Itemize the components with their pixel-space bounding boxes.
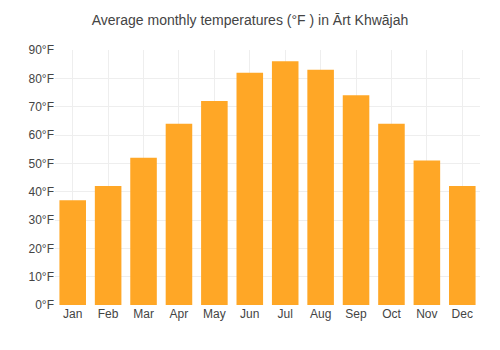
svg-text:Jul: Jul [278,307,293,321]
svg-text:Nov: Nov [416,307,437,321]
svg-text:Dec: Dec [452,307,473,321]
svg-text:Apr: Apr [170,307,189,321]
svg-text:90°F: 90°F [29,43,54,57]
svg-text:Jan: Jan [63,307,82,321]
svg-text:50°F: 50°F [29,157,54,171]
svg-text:80°F: 80°F [29,72,54,86]
svg-text:70°F: 70°F [29,100,54,114]
svg-text:May: May [203,307,226,321]
svg-text:Feb: Feb [98,307,119,321]
svg-text:40°F: 40°F [29,185,54,199]
svg-text:0°F: 0°F [35,298,54,312]
svg-text:30°F: 30°F [29,213,54,227]
svg-text:60°F: 60°F [29,128,54,142]
svg-text:Mar: Mar [133,307,154,321]
svg-text:Average monthly temperatures (: Average monthly temperatures (°F ) in Ār… [92,12,409,28]
svg-text:Oct: Oct [382,307,401,321]
svg-text:Aug: Aug [310,307,331,321]
svg-text:Sep: Sep [345,307,367,321]
svg-text:20°F: 20°F [29,242,54,256]
svg-text:10°F: 10°F [29,270,54,284]
svg-text:Jun: Jun [240,307,259,321]
